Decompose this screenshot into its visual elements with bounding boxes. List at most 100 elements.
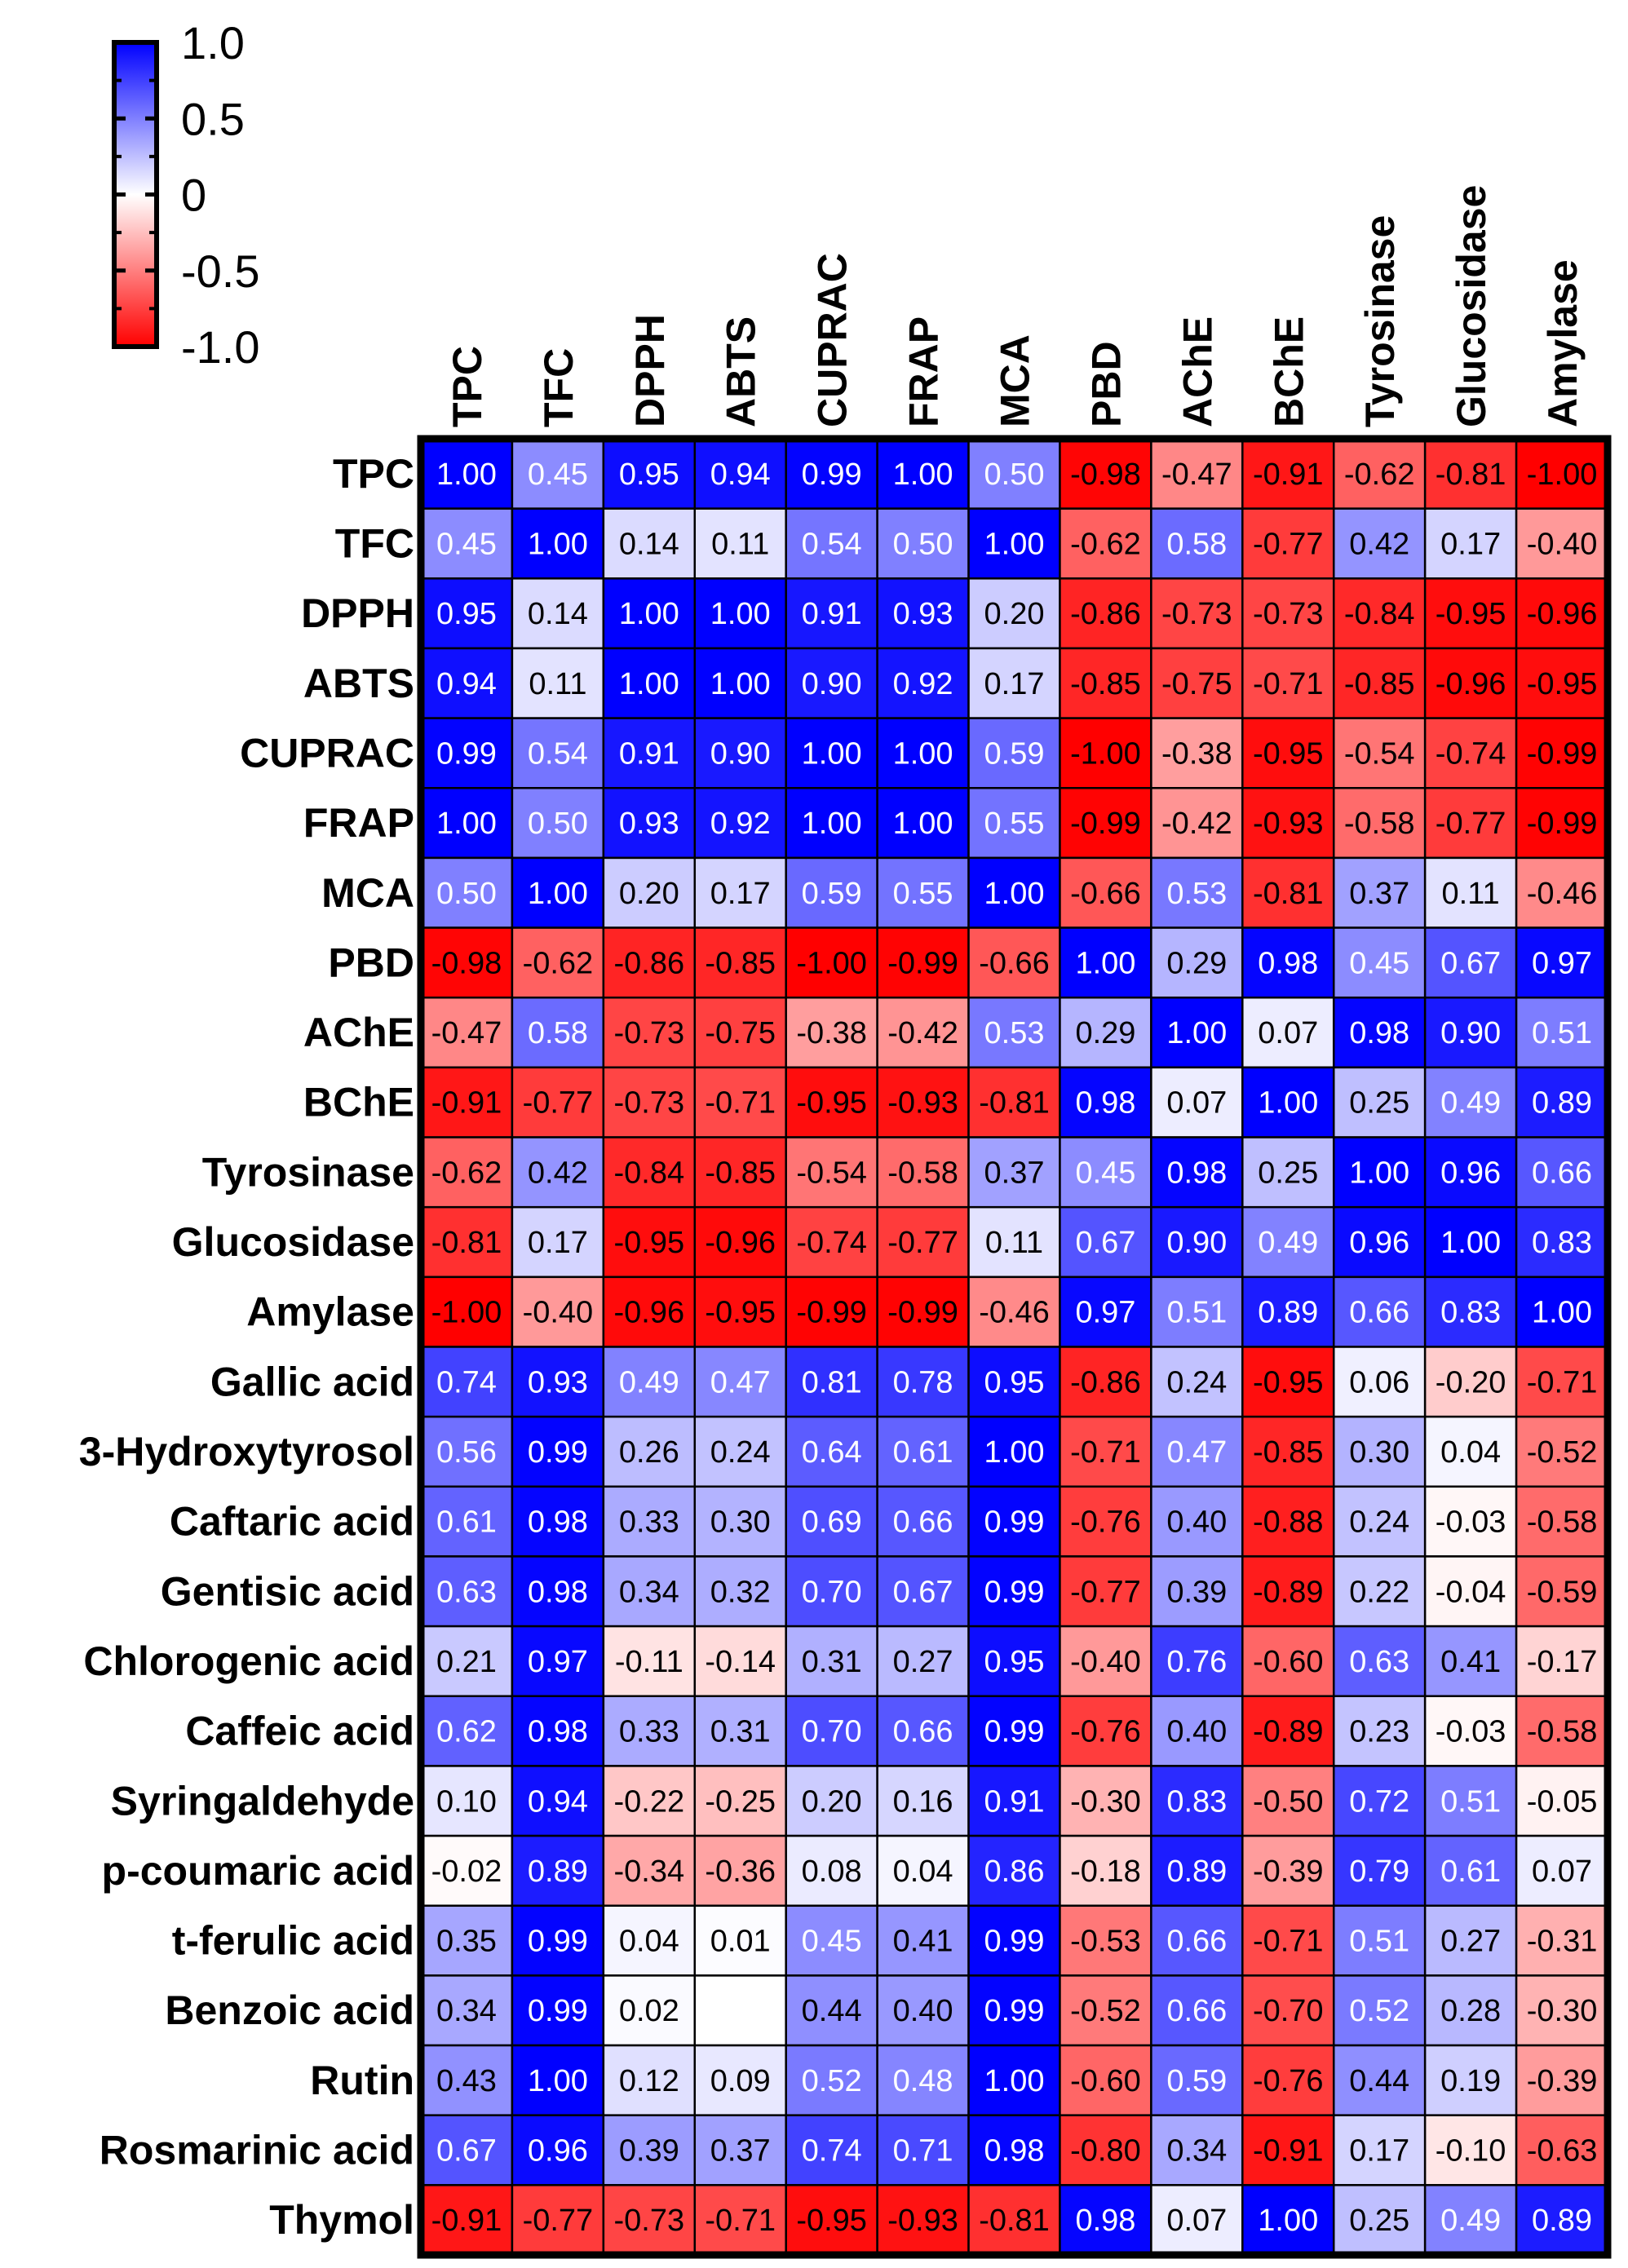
cell-value-label: 0.49 [1258,1226,1318,1260]
cell-value-label: -0.77 [523,2204,594,2238]
cell-value-label: 1.00 [893,807,953,841]
row-label-ache: AChE [303,1010,414,1055]
cell-value-label: 0.11 [529,667,586,701]
row-label-amylase: Amylase [246,1289,414,1335]
cell-value-label: 0.99 [984,1925,1045,1959]
heatmap-cell [1332,856,1427,929]
cell-value-label: 0.99 [528,1994,588,2028]
cell-value-label: 0.66 [1166,1994,1227,2028]
heatmap-cell [1241,1205,1335,1279]
heatmap-cell [1059,996,1152,1069]
cell-value-label: 0.59 [1166,2064,1227,2098]
cell-value-label: 0.16 [893,1784,953,1819]
heatmap-cell [1423,1205,1518,1279]
heatmap-cell [876,1485,970,1558]
cell-value-label: -0.84 [613,1156,684,1190]
cell-value-label: 0.19 [1440,2064,1501,2098]
heatmap-cell [693,1346,787,1418]
cell-value-label: -0.75 [705,1016,776,1050]
cell-value-label: -0.30 [1070,1784,1141,1819]
heatmap-cell [511,1695,605,1767]
cell-value-label: 0.25 [1349,2204,1409,2238]
cell-value-label: 0.20 [802,1784,862,1819]
heatmap-frame [417,435,1612,2259]
cell-value-label: -0.54 [1344,736,1415,771]
column-label-cuprac: CUPRAC [810,253,856,427]
heatmap-cell [1515,856,1609,929]
heatmap-cell [1059,1625,1152,1698]
cell-value-label: -0.96 [613,1296,684,1330]
heatmap-cell [967,1415,1061,1488]
cell-value-label: -0.95 [796,1086,867,1121]
cell-value-label: -0.80 [1070,2134,1141,2169]
cell-value-label: -0.73 [613,1086,684,1121]
cell-value-label: 0.96 [528,2134,588,2169]
cell-value-label: 0.63 [436,1575,497,1609]
heatmap-cell [876,717,970,789]
cell-value-label: 0.91 [619,736,679,771]
heatmap-cell [1241,647,1335,719]
cell-value-label: 0.50 [984,458,1045,492]
heatmap-cell [419,1205,514,1279]
heatmap-cell [876,577,970,650]
cell-value-label: -0.36 [705,1855,776,1889]
cell-value-label: -0.14 [705,1645,776,1679]
heatmap-cell [876,2114,970,2186]
cell-value-label: -0.96 [1436,667,1506,701]
cell-value-label: 0.14 [528,597,588,631]
heatmap-cell [876,1066,970,1138]
heatmap-cell [1515,1904,1609,1977]
cell-value-label: -0.81 [1436,458,1506,492]
cell-value-label: -0.70 [1253,1994,1324,2028]
heatmap-cell [1332,1136,1427,1209]
cell-value-label: 0.10 [436,1784,497,1819]
row-label-glucosidase: Glucosidase [172,1219,414,1265]
cell-value-label: -0.42 [887,1016,958,1050]
cell-value-label: -0.86 [1070,1365,1141,1399]
cell-value-label: 0.56 [436,1435,497,1470]
heatmap-cell [693,1415,787,1488]
heatmap-cell [1332,1765,1427,1837]
cell-value-label: 0.95 [436,597,497,631]
cell-value-label: 1.00 [1532,1296,1592,1330]
heatmap-cell [602,1066,697,1138]
heatmap-cell [1150,996,1244,1069]
cell-value-label: 0.11 [711,527,769,561]
heatmap-cell [1150,1974,1244,2047]
heatmap-cell [602,1834,697,1907]
cell-value-label: -0.85 [1070,667,1141,701]
cell-value-label: -0.47 [431,1016,502,1050]
cell-value-label: 0.21 [436,1645,497,1679]
cell-value-label: 0.83 [1166,1784,1227,1819]
cell-value-label: 0.89 [1532,1086,1592,1121]
row-label-syringaldehyde: Syringaldehyde [111,1778,414,1824]
cell-value-label: 0.99 [984,1505,1045,1540]
cell-value-label: 0.17 [710,877,771,911]
cell-value-label: -0.95 [1253,736,1324,771]
heatmap-cell [1241,1275,1335,1348]
cell-value-label: 0.67 [436,2134,497,2169]
cell-value-label: -0.11 [615,1645,683,1679]
heatmap-cell [1241,507,1335,580]
heatmap-cell [602,717,697,789]
heatmap-cell [1332,1485,1427,1558]
cell-value-label: 1.00 [893,458,953,492]
cell-value-label: -0.99 [1527,807,1598,841]
cell-value-label: 0.37 [984,1156,1045,1190]
heatmap-cell [1515,717,1609,789]
cell-value-label: -1.00 [796,946,867,980]
row-label-tyrosinase: Tyrosinase [202,1149,414,1195]
cell-value-label: -0.95 [796,2204,867,2238]
cell-value-label: 0.89 [1166,1855,1227,1889]
cell-value-label: -0.30 [1527,1994,1598,2028]
cell-value-label: -0.73 [1253,597,1324,631]
colorbar-tick-label: 1.0 [181,17,245,69]
cell-value-label: -0.73 [613,1016,684,1050]
cell-value-label: 0.32 [710,1575,771,1609]
cell-value-label: 0.45 [802,1925,862,1959]
row-label-benzoic-acid: Benzoic acid [165,1987,414,2033]
heatmap-cell [876,1625,970,1698]
cell-value-label: 0.97 [1532,946,1592,980]
heatmap-cell [419,1555,514,1628]
column-label-tfc: TFC [536,348,582,427]
